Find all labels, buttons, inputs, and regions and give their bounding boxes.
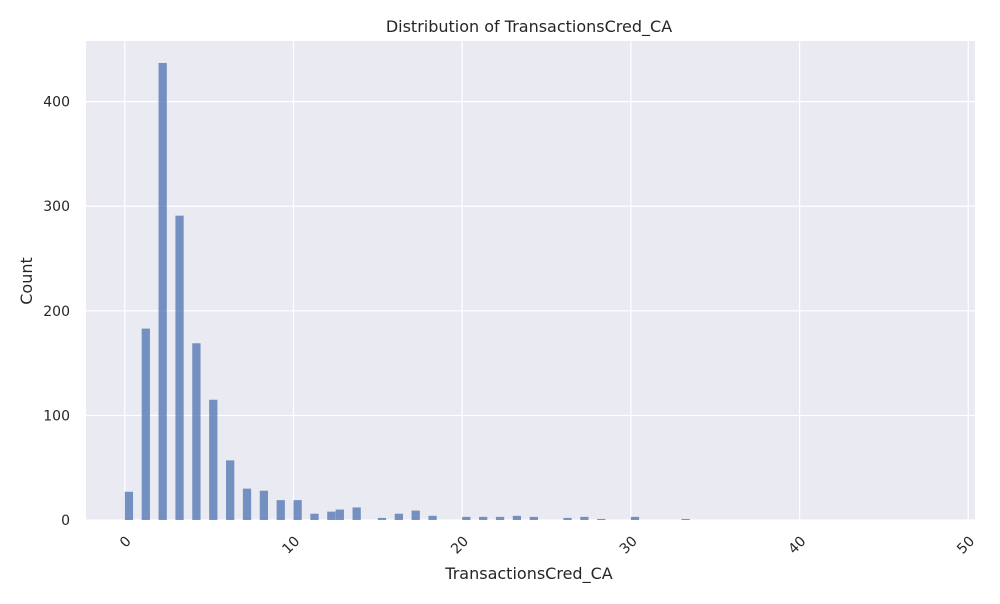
plot-area xyxy=(86,41,975,520)
y-axis-label: Count xyxy=(17,257,36,305)
histogram-bar xyxy=(428,515,437,520)
x-tick-label: 10 xyxy=(279,534,303,558)
x-tick-label: 20 xyxy=(448,534,472,558)
histogram-bar xyxy=(580,516,589,520)
histogram-bar xyxy=(141,328,150,520)
histogram-bar xyxy=(597,518,606,520)
histogram-bar xyxy=(529,516,538,520)
histogram-bar xyxy=(563,517,572,520)
x-tick-label: 0 xyxy=(117,534,135,552)
histogram-bar xyxy=(242,488,252,520)
histogram-bar xyxy=(352,507,361,520)
histogram-bar xyxy=(310,513,319,520)
histogram-bar xyxy=(630,516,640,520)
histogram-bar xyxy=(411,510,420,520)
x-tick-labels: 0 10 20 30 40 50 xyxy=(117,534,978,558)
x-tick-label: 50 xyxy=(954,534,978,558)
histogram-bar xyxy=(192,343,201,520)
y-tick-label: 300 xyxy=(43,199,70,215)
histogram-bar xyxy=(335,509,344,520)
y-tick-label: 100 xyxy=(43,408,70,424)
histogram-bar xyxy=(226,460,235,520)
y-tick-label: 0 xyxy=(61,513,70,529)
histogram-bar xyxy=(259,490,269,520)
histogram-bar xyxy=(175,215,184,520)
histogram-bar xyxy=(209,399,218,520)
x-tick-label: 40 xyxy=(785,534,809,558)
histogram-bar xyxy=(377,517,387,520)
x-tick-label: 30 xyxy=(617,534,641,558)
x-axis-label: TransactionsCred_CA xyxy=(444,564,612,584)
y-tick-label: 400 xyxy=(43,95,70,111)
chart-title: Distribution of TransactionsCred_CA xyxy=(386,17,672,37)
y-tick-label: 200 xyxy=(43,304,70,320)
histogram-bar xyxy=(124,491,134,520)
bars-group xyxy=(124,62,690,520)
histogram-bar xyxy=(327,511,336,520)
histogram-bar xyxy=(512,515,522,520)
histogram-bar xyxy=(495,516,505,520)
x-gridlines xyxy=(124,41,969,520)
histogram-bar xyxy=(479,516,488,520)
histogram-bar xyxy=(681,518,690,520)
histogram-bar xyxy=(462,516,471,520)
histogram-bar xyxy=(394,513,403,520)
y-tick-labels: 0 100 200 300 400 xyxy=(43,95,70,529)
histogram-bar xyxy=(276,500,285,520)
histogram-bar xyxy=(293,500,302,520)
histogram-bar xyxy=(158,62,167,520)
